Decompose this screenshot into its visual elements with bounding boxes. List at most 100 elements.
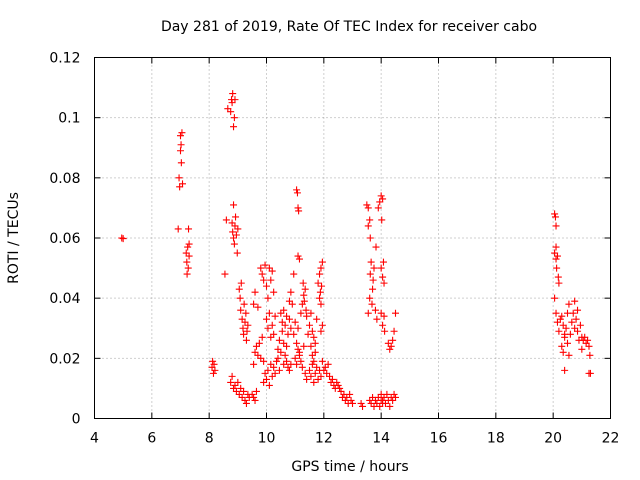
data-point bbox=[311, 339, 319, 347]
data-point bbox=[177, 147, 184, 155]
data-point bbox=[252, 387, 260, 395]
data-point bbox=[552, 255, 560, 263]
data-point bbox=[291, 318, 299, 326]
data-point bbox=[244, 321, 252, 329]
data-point bbox=[210, 360, 218, 368]
data-point bbox=[308, 351, 316, 359]
data-point bbox=[586, 369, 594, 377]
data-point bbox=[561, 366, 569, 374]
data-point bbox=[301, 369, 309, 377]
data-point bbox=[265, 381, 273, 389]
data-point bbox=[383, 390, 391, 398]
y-tick-label: 0.04 bbox=[49, 291, 80, 307]
data-point bbox=[235, 285, 243, 293]
data-point bbox=[229, 90, 237, 98]
data-point bbox=[263, 375, 270, 383]
data-point bbox=[293, 339, 301, 347]
data-point bbox=[379, 195, 387, 203]
data-point bbox=[251, 396, 259, 404]
data-point bbox=[285, 366, 293, 374]
data-point bbox=[230, 114, 238, 122]
data-point bbox=[372, 243, 380, 251]
data-point bbox=[270, 288, 278, 296]
x-tick-label: 22 bbox=[602, 431, 620, 447]
data-point bbox=[300, 291, 308, 299]
data-point bbox=[260, 357, 268, 365]
data-point bbox=[306, 321, 313, 329]
data-point bbox=[243, 327, 251, 335]
data-point bbox=[552, 222, 560, 230]
data-point bbox=[565, 300, 573, 308]
data-point bbox=[565, 351, 573, 359]
data-point bbox=[317, 372, 325, 380]
data-point bbox=[258, 333, 266, 341]
data-point bbox=[299, 279, 307, 287]
data-point bbox=[373, 315, 381, 323]
data-point bbox=[366, 270, 374, 278]
data-point bbox=[308, 360, 316, 368]
data-point bbox=[234, 225, 242, 233]
data-point bbox=[366, 216, 374, 224]
data-point bbox=[221, 270, 229, 278]
x-tick-label: 12 bbox=[315, 431, 333, 447]
data-point bbox=[554, 273, 562, 281]
data-point bbox=[306, 366, 313, 374]
data-point bbox=[307, 342, 315, 350]
data-point bbox=[236, 294, 244, 302]
data-point bbox=[556, 315, 564, 323]
data-point bbox=[574, 327, 582, 335]
data-point bbox=[283, 342, 291, 350]
data-point bbox=[248, 390, 256, 398]
data-point bbox=[392, 309, 399, 317]
data-point bbox=[318, 321, 326, 329]
data-point bbox=[293, 189, 301, 197]
data-point bbox=[177, 132, 184, 140]
data-point bbox=[578, 345, 586, 353]
x-tick-label: 14 bbox=[372, 431, 390, 447]
data-point bbox=[230, 201, 238, 209]
data-point bbox=[227, 378, 235, 386]
data-point bbox=[230, 123, 238, 131]
data-point bbox=[555, 279, 563, 287]
data-point bbox=[227, 108, 235, 116]
data-point bbox=[237, 306, 245, 314]
data-point bbox=[287, 288, 295, 296]
data-point bbox=[264, 366, 272, 374]
data-point bbox=[240, 330, 248, 338]
data-point bbox=[240, 300, 248, 308]
data-point bbox=[281, 351, 289, 359]
data-point bbox=[242, 399, 250, 407]
data-point bbox=[185, 252, 193, 260]
data-point bbox=[287, 324, 295, 332]
data-point bbox=[559, 348, 567, 356]
data-point bbox=[278, 318, 286, 326]
data-point bbox=[389, 336, 397, 344]
x-tick-label: 10 bbox=[258, 431, 276, 447]
data-point bbox=[302, 306, 310, 314]
data-point bbox=[381, 327, 389, 335]
data-point bbox=[371, 306, 379, 314]
y-tick-label: 0.12 bbox=[49, 51, 80, 67]
data-point bbox=[586, 351, 594, 359]
data-point bbox=[257, 264, 265, 272]
data-point bbox=[268, 267, 276, 275]
data-point bbox=[317, 264, 325, 272]
data-point bbox=[231, 96, 239, 104]
data-point bbox=[209, 369, 217, 377]
data-point bbox=[369, 285, 377, 293]
data-point bbox=[295, 351, 303, 359]
data-point bbox=[336, 384, 344, 392]
data-point bbox=[303, 312, 311, 320]
data-point bbox=[551, 210, 559, 218]
data-point bbox=[314, 279, 322, 287]
data-point bbox=[175, 174, 183, 182]
data-point bbox=[585, 342, 593, 350]
data-point bbox=[275, 366, 283, 374]
x-tick-label: 4 bbox=[90, 431, 99, 447]
data-point bbox=[177, 141, 185, 149]
data-point bbox=[222, 216, 230, 224]
data-point bbox=[584, 336, 592, 344]
data-point bbox=[291, 354, 299, 362]
data-point bbox=[263, 282, 270, 290]
